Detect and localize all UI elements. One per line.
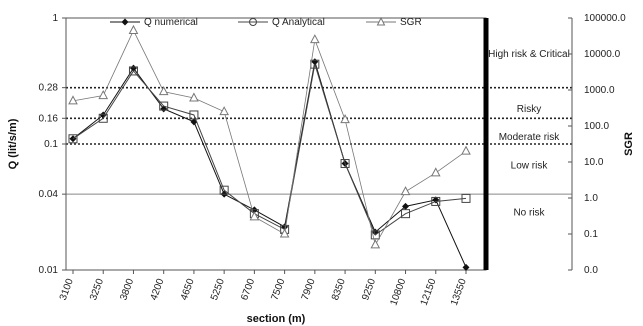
x-tick-label: 3100: [58, 277, 76, 302]
y2-tick-label: 10000.0: [584, 49, 621, 60]
y2-axis-title: SGR: [623, 132, 635, 156]
series-line-0: [72, 61, 467, 268]
y-tick-label: 0.28: [39, 83, 59, 94]
point-q-analytical: [128, 66, 138, 76]
legend: Q numerical Q Analytical SGR: [110, 16, 422, 28]
legend-marker-triangle: [376, 16, 386, 26]
point-q-numerical: [99, 111, 107, 119]
x-axis-title: section (m): [247, 313, 306, 325]
x-tick-label: 5250: [209, 277, 227, 302]
point-q-analytical: [189, 110, 199, 120]
x-tick-label: 9250: [360, 277, 378, 302]
point-q-analytical: [401, 209, 411, 219]
x-tick-label: 10800: [389, 277, 409, 307]
zone-label: High risk & Critical: [488, 49, 570, 60]
x-tick-label: 7900: [300, 277, 318, 302]
y2-tick-label: 1000.0: [584, 85, 615, 96]
y-tick-label: 0.1: [44, 139, 58, 150]
x-tick-label: 12150: [419, 277, 439, 307]
zone-label: Risky: [517, 104, 541, 115]
point-q-analytical: [461, 193, 471, 203]
legend-marker-diamond: [121, 18, 129, 26]
point-q-numerical: [160, 105, 168, 113]
zone-label: No risk: [513, 207, 545, 218]
y2-tick-label: 0.1: [584, 229, 598, 240]
series-line-1: [72, 64, 467, 236]
point-sgr: [400, 186, 411, 196]
point-q-numerical: [129, 64, 137, 72]
point-q-numerical: [402, 202, 410, 210]
x-tick-label: 8350: [330, 277, 348, 302]
point-sgr: [279, 228, 290, 238]
x-tick-label: 4200: [149, 277, 167, 302]
y-tick-label: 0.16: [39, 113, 59, 124]
point-sgr: [98, 90, 109, 100]
x-tick-label: 13550: [449, 277, 469, 307]
guide-lines: [66, 86, 572, 195]
y-tick-label: 0.04: [39, 189, 59, 200]
point-q-analytical: [219, 185, 229, 195]
y2-tick-label: 10.0: [584, 157, 604, 168]
x-tick-label: 4650: [179, 277, 197, 302]
point-q-numerical: [462, 263, 470, 271]
y-tick-label: 0.01: [39, 265, 59, 276]
x-tick-label: 7500: [269, 277, 287, 302]
point-sgr: [158, 86, 169, 96]
x-tick-label: 3800: [118, 277, 136, 302]
point-q-analytical: [98, 113, 108, 123]
zone-label: Low risk: [511, 160, 549, 171]
point-q-analytical: [370, 230, 380, 240]
point-q-analytical: [340, 159, 350, 169]
zone-label: Moderate risk: [499, 132, 561, 143]
x-tick-label: 3250: [88, 277, 106, 302]
point-sgr: [128, 24, 139, 34]
y-axis-title: Q (lit/s/m): [7, 118, 19, 169]
legend-label-2: SGR: [400, 17, 422, 28]
point-sgr: [189, 92, 199, 102]
risk-zones: High risk & Critical Risky Moderate risk Lo…: [488, 49, 570, 218]
point-q-analytical: [159, 101, 169, 111]
point-sgr: [370, 239, 381, 249]
y2-tick-label: 0.0: [584, 265, 598, 276]
point-sgr: [219, 106, 229, 116]
point-q-analytical: [431, 196, 441, 206]
point-sgr: [68, 95, 78, 105]
axes: 1 0.28 0.16 0.1 0.04 0.01 100000.0 10000.0 1000.…: [7, 13, 635, 325]
point-sgr: [249, 211, 260, 221]
y2-tick-label: 1.0: [584, 193, 598, 204]
point-sgr: [430, 167, 441, 177]
series-group: [68, 24, 471, 271]
y2-tick-label: 100.0: [584, 121, 609, 132]
legend-label-0: Q numerical: [144, 17, 198, 28]
legend-label-1: Q Analytical: [272, 17, 325, 28]
point-q-analytical: [68, 134, 78, 144]
y-tick-label: 1: [52, 13, 58, 24]
point-sgr: [340, 114, 350, 124]
series-line-2: [72, 29, 467, 246]
x-tick-label: 6700: [239, 277, 257, 302]
point-sgr: [310, 34, 320, 44]
point-sgr: [461, 145, 471, 155]
y2-tick-label: 100000.0: [584, 13, 626, 24]
legend-marker-circle: [249, 18, 257, 26]
